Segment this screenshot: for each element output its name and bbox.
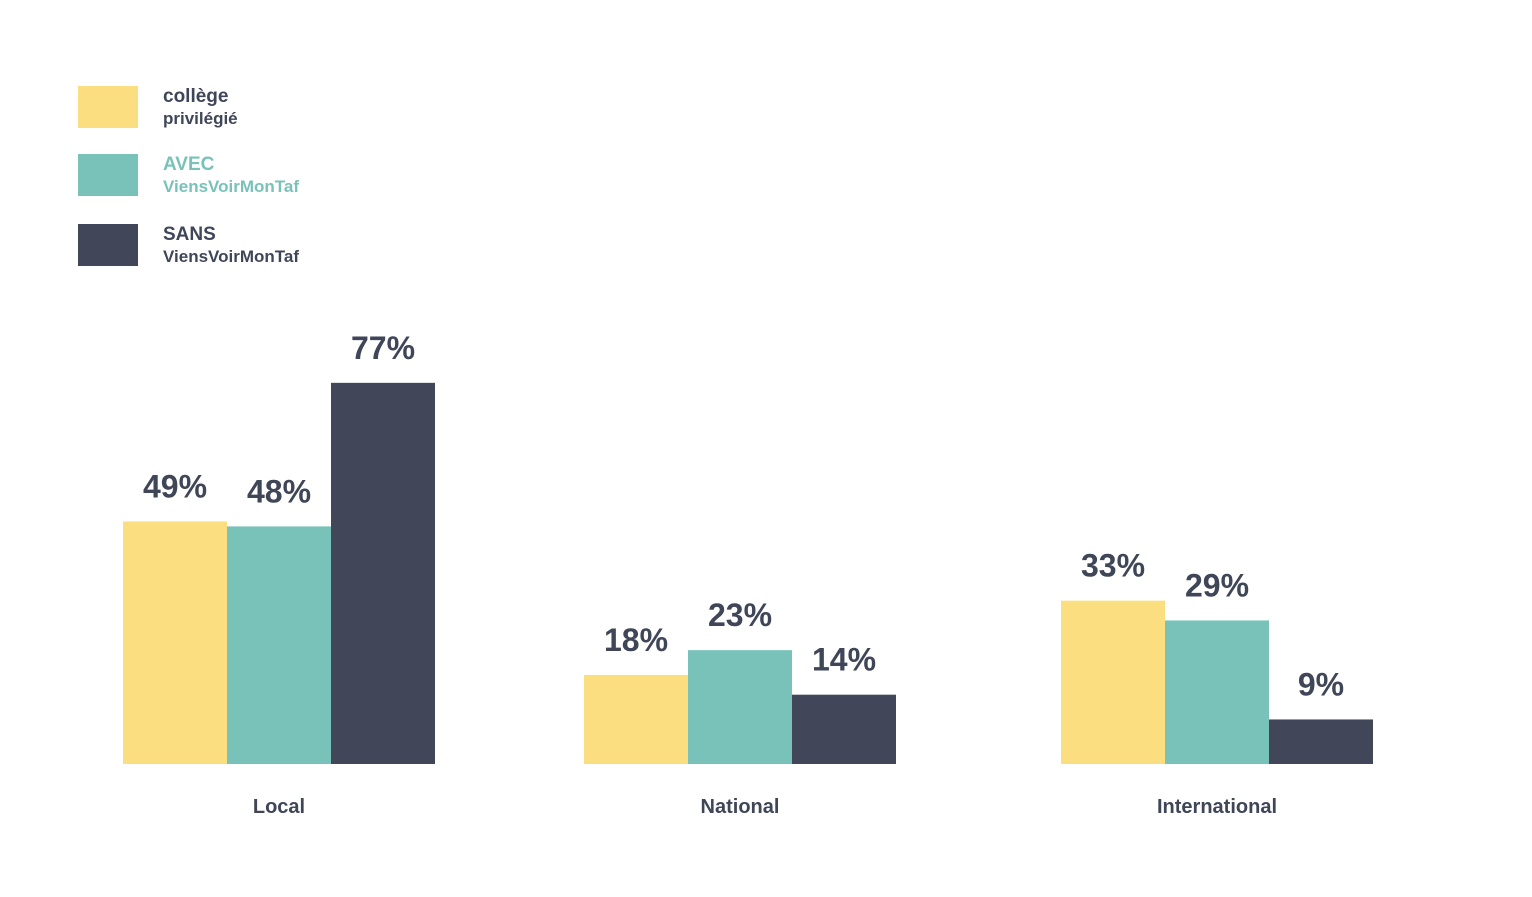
legend-label-line: ViensVoirMonTaf (163, 247, 299, 266)
category-label: National (701, 796, 780, 818)
bar (1269, 719, 1373, 764)
value-labels: 49% 48% 77% 18% 23% 14% 33% 29% 9% (143, 330, 1344, 703)
legend-label-line: ViensVoirMonTaf (163, 177, 299, 196)
bar-group-international (1061, 600, 1373, 764)
legend-swatch (78, 224, 138, 266)
legend-item-2: AVEC ViensVoirMonTaf (78, 154, 299, 196)
bar (123, 521, 227, 764)
bar (792, 694, 896, 764)
data-label: 14% (812, 642, 876, 678)
legend-swatch (78, 154, 138, 196)
legend-label-line: privilégié (163, 109, 238, 128)
bar (584, 674, 688, 764)
data-label: 18% (604, 622, 668, 658)
data-label: 33% (1081, 548, 1145, 584)
bar-group-national (584, 650, 896, 764)
legend-item-3: SANS ViensVoirMonTaf (78, 224, 299, 266)
data-label: 49% (143, 468, 207, 504)
legend: collègeprivilégiéAVECViensVoirMonTafSANS… (78, 86, 299, 266)
category-label: Local (253, 796, 305, 818)
data-label: 9% (1298, 666, 1344, 702)
category-labels: Local National International (253, 796, 1277, 818)
bar (227, 526, 331, 764)
legend-item-1: collège privilégié (78, 86, 238, 128)
bar (331, 382, 435, 764)
bar (1061, 600, 1165, 764)
category-label: International (1157, 796, 1277, 818)
data-label: 23% (708, 597, 772, 633)
legend-label-line: collège (163, 86, 228, 107)
legend-label-line: SANS (163, 224, 216, 245)
bar (1165, 620, 1269, 764)
legend-swatch (78, 86, 138, 128)
bars (123, 382, 1373, 764)
bar (688, 650, 792, 764)
legend-label-line: AVEC (163, 154, 215, 175)
data-label: 48% (247, 473, 311, 509)
bar-group-local (123, 382, 435, 764)
data-label: 29% (1185, 567, 1249, 603)
data-label: 77% (351, 330, 415, 366)
